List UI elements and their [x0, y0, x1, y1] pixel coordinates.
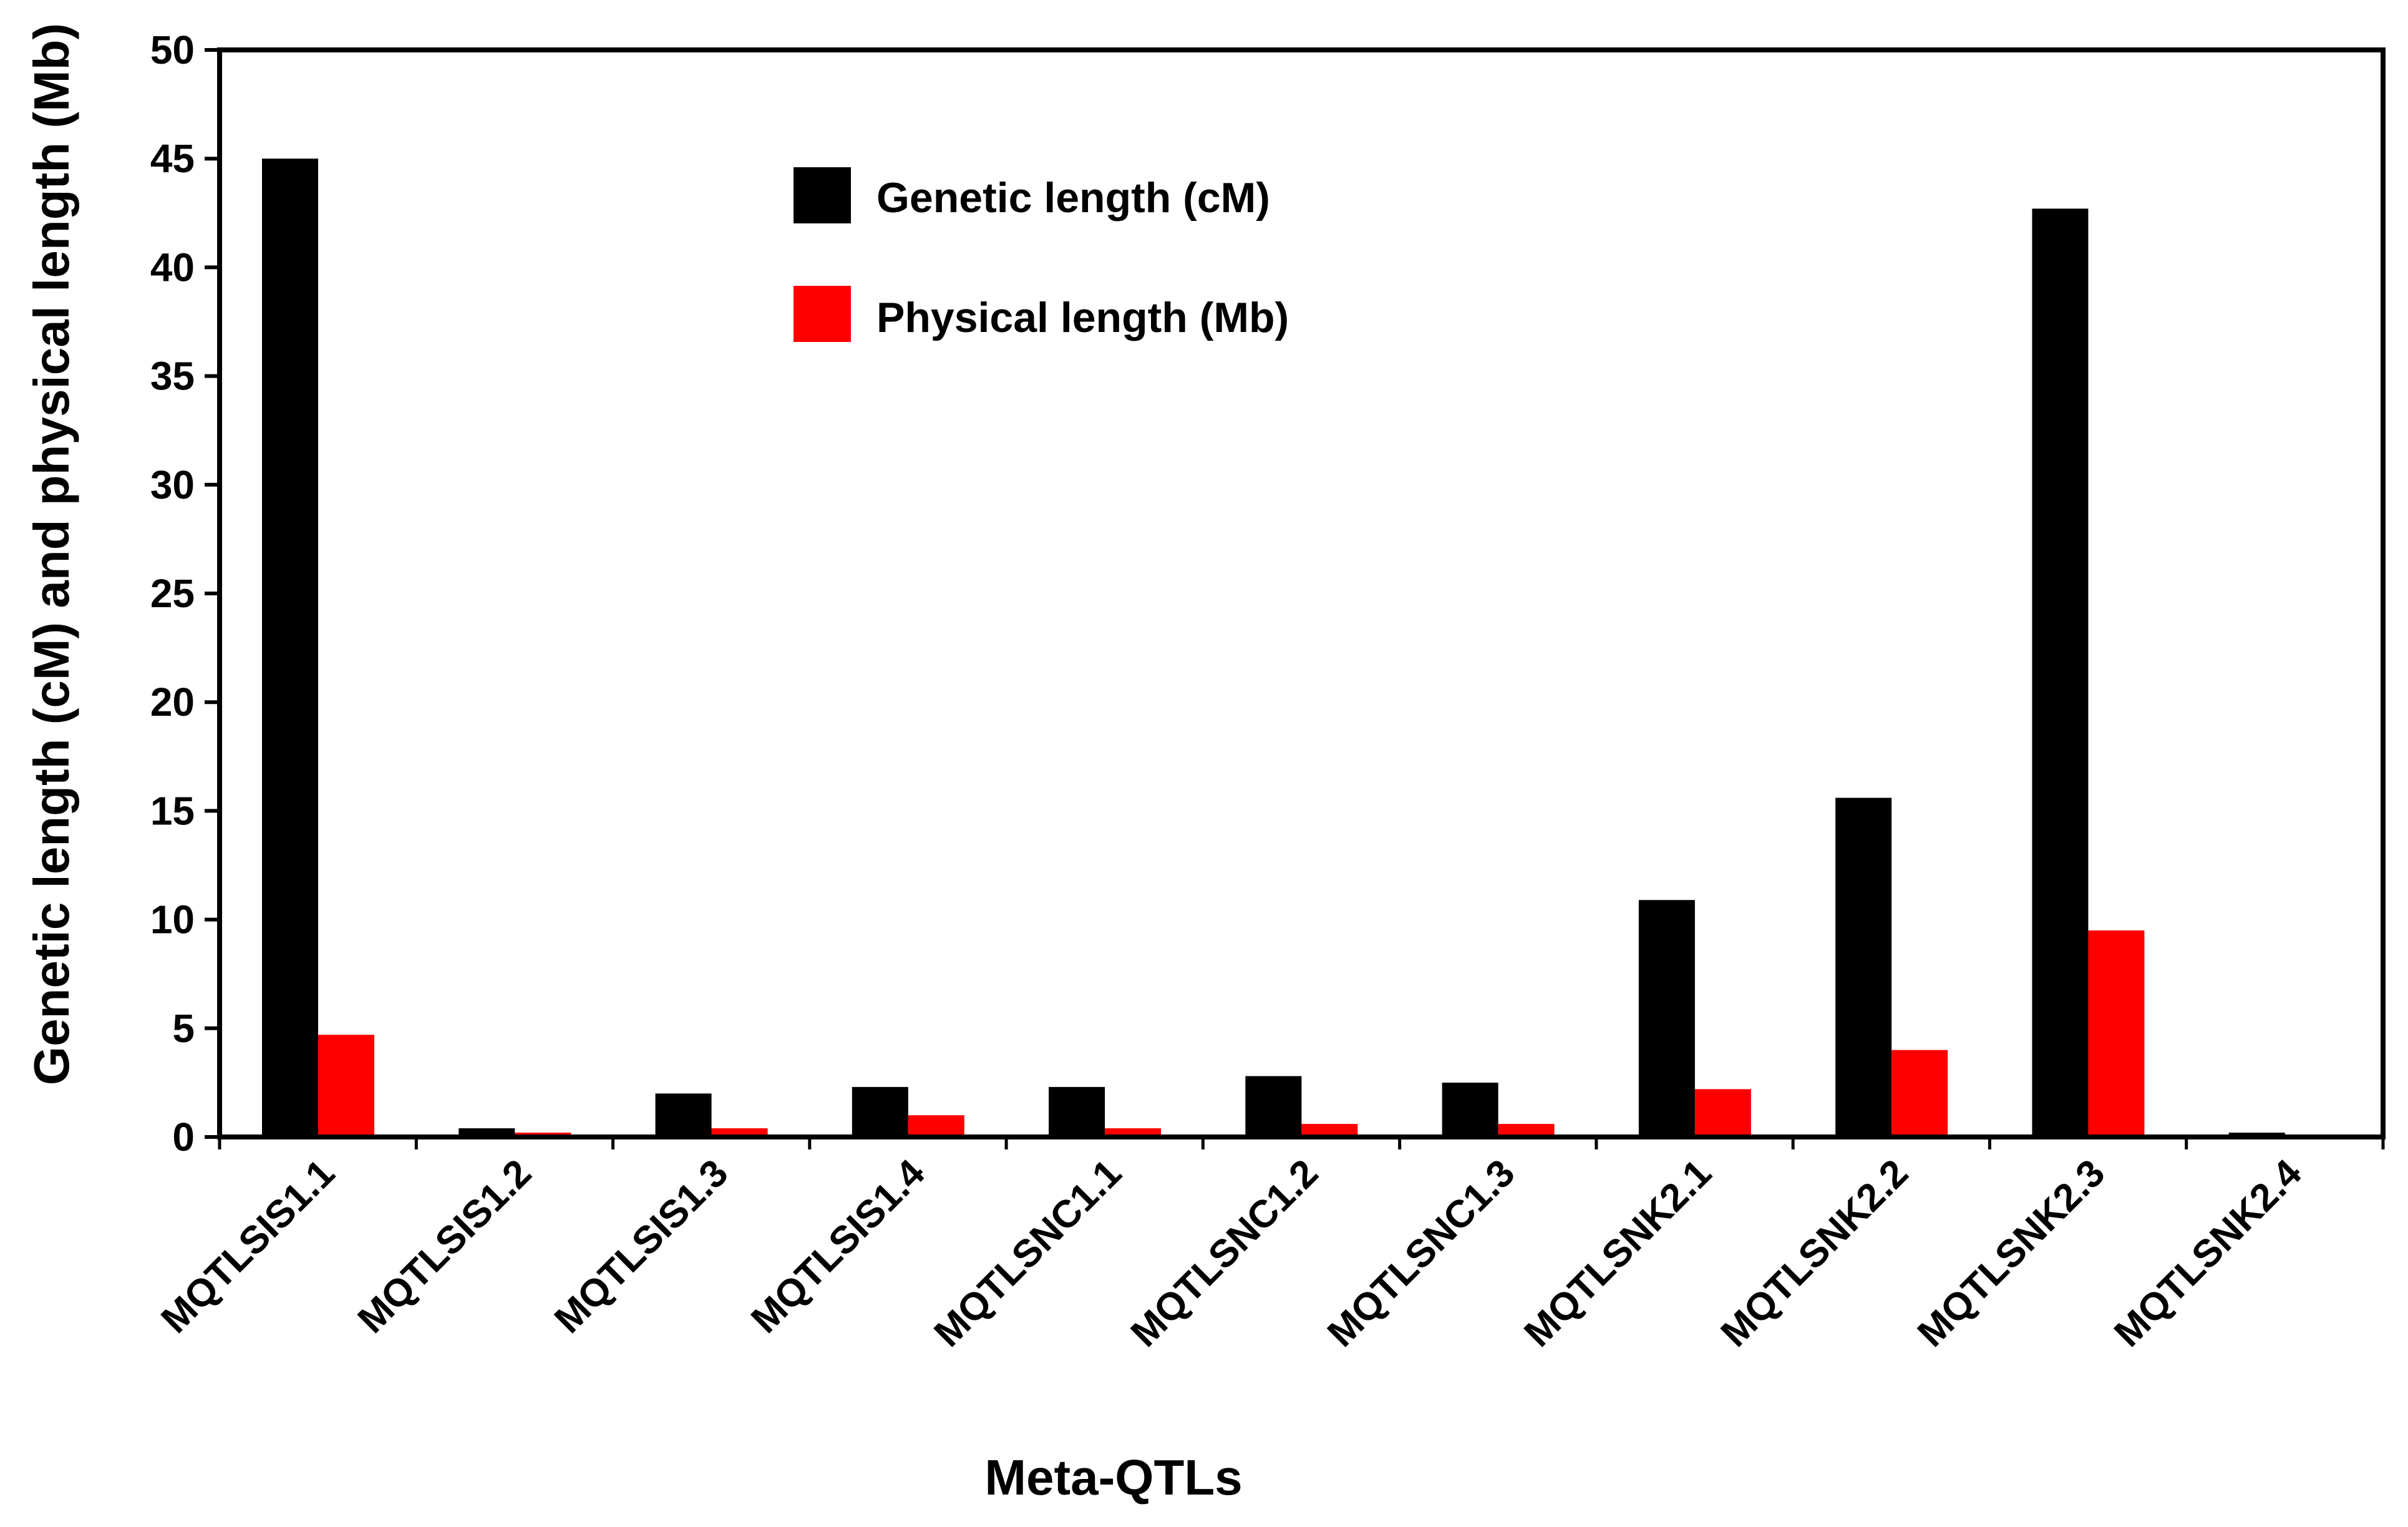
bar-genetic-MQTLSNK2.2 [1835, 798, 1892, 1137]
x-category-label-MQTLSNK2.4: MQTLSNK2.4 [2106, 1151, 2310, 1355]
bar-genetic-MQTLSNK2.3 [2032, 208, 2089, 1137]
x-category-label-MQTLSNK2.2: MQTLSNK2.2 [1713, 1151, 1916, 1355]
y-tick-label-50: 50 [150, 27, 195, 72]
bar-genetic-MQTLSIS1.4 [852, 1086, 908, 1137]
y-axis-title: Genetic length (cM) and physical length … [24, 23, 79, 1085]
legend: Genetic length (cM) Physical length (Mb) [794, 167, 1289, 342]
bars-layer [262, 159, 2341, 1138]
bar-genetic-MQTLSNC1.1 [1049, 1086, 1105, 1137]
x-category-label-MQTLSNC1.1: MQTLSNC1.1 [926, 1151, 1130, 1355]
bar-genetic-MQTLSNC1.3 [1442, 1082, 1498, 1137]
y-tick-label-45: 45 [150, 136, 195, 181]
x-category-label-MQTLSIS1.2: MQTLSIS1.2 [350, 1151, 540, 1342]
bar-genetic-MQTLSNC1.2 [1245, 1076, 1302, 1137]
legend-swatch-physical [794, 286, 851, 342]
x-category-label-MQTLSIS1.4: MQTLSIS1.4 [743, 1151, 933, 1342]
y-tick-label-35: 35 [150, 354, 195, 399]
x-category-label-MQTLSNK2.3: MQTLSNK2.3 [1910, 1151, 2113, 1355]
x-category-label-MQTLSIS1.3: MQTLSIS1.3 [546, 1151, 737, 1342]
y-tick-label-25: 25 [150, 571, 195, 616]
bar-physical-MQTLSNK2.1 [1694, 1089, 1751, 1137]
legend-swatch-genetic [794, 167, 851, 223]
legend-label-genetic: Genetic length (cM) [876, 174, 1270, 222]
y-tick-label-20: 20 [150, 680, 195, 724]
x-axis-title: Meta-QTLs [984, 1450, 1242, 1505]
x-category-label-MQTLSNK2.1: MQTLSNK2.1 [1516, 1151, 1719, 1355]
y-tick-label-0: 0 [172, 1115, 195, 1159]
bar-physical-MQTLSIS1.1 [318, 1035, 374, 1137]
y-tick-label-5: 5 [172, 1006, 195, 1051]
bar-genetic-MQTLSIS1.1 [262, 159, 318, 1138]
legend-label-physical: Physical length (Mb) [876, 294, 1289, 341]
bar-physical-MQTLSNK2.2 [1891, 1050, 1948, 1137]
y-tick-label-15: 15 [150, 788, 195, 833]
x-category-label-MQTLSNC1.2: MQTLSNC1.2 [1123, 1151, 1326, 1355]
bar-physical-MQTLSNC1.2 [1301, 1124, 1358, 1137]
bar-genetic-MQTLSNK2.1 [1638, 900, 1695, 1137]
bar-physical-MQTLSNC1.3 [1498, 1124, 1555, 1137]
bar-physical-MQTLSIS1.4 [908, 1115, 964, 1137]
y-ticks-layer: 0 5 10 15 20 25 30 35 40 45 50 [150, 27, 2385, 1159]
y-tick-label-40: 40 [150, 245, 195, 290]
y-tick-label-30: 30 [150, 462, 195, 507]
bar-genetic-MQTLSIS1.3 [655, 1093, 712, 1137]
bar-physical-MQTLSNK2.3 [2088, 930, 2145, 1137]
x-category-label-MQTLSNC1.3: MQTLSNC1.3 [1319, 1151, 1523, 1355]
y-tick-label-10: 10 [150, 897, 195, 942]
x-categories-layer: MQTLSIS1.1 MQTLSIS1.2 MQTLSIS1.3 MQTLSIS1.4… [153, 1151, 2310, 1355]
x-category-label-MQTLSIS1.1: MQTLSIS1.1 [153, 1151, 343, 1342]
